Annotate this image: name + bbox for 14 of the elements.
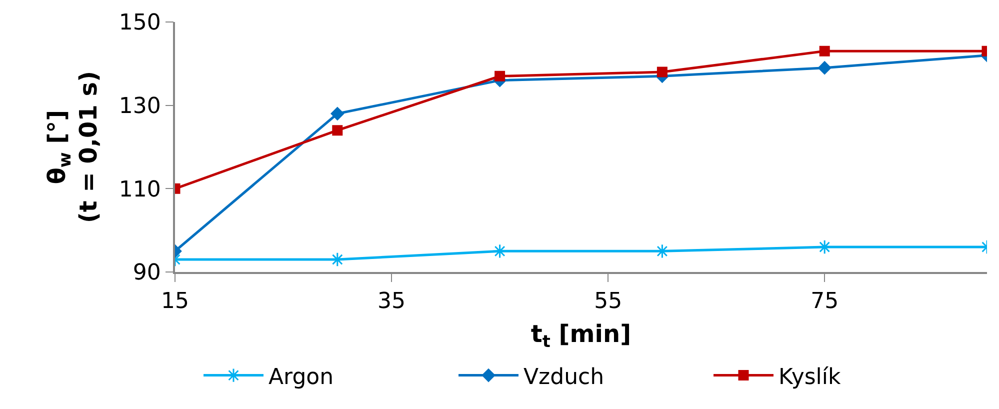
y-tick-label: 150 (118, 10, 161, 36)
point (656, 66, 668, 78)
legend-label: Kyslík (778, 364, 842, 390)
x-tick-label: 55 (594, 289, 622, 314)
legend-label: Vzduch (524, 364, 604, 390)
x-tick-label: 15 (161, 289, 189, 314)
x-axis-title: t$_{t}$ [min] (530, 320, 632, 351)
y-tick-label: 130 (118, 94, 161, 120)
point (494, 70, 506, 82)
x-tick-label: 75 (810, 289, 839, 314)
legend-label: Argon (268, 364, 334, 390)
x-tick-label: 35 (378, 289, 406, 314)
y-tick-label: 90 (132, 260, 161, 286)
y-tick-label: 110 (118, 177, 161, 202)
